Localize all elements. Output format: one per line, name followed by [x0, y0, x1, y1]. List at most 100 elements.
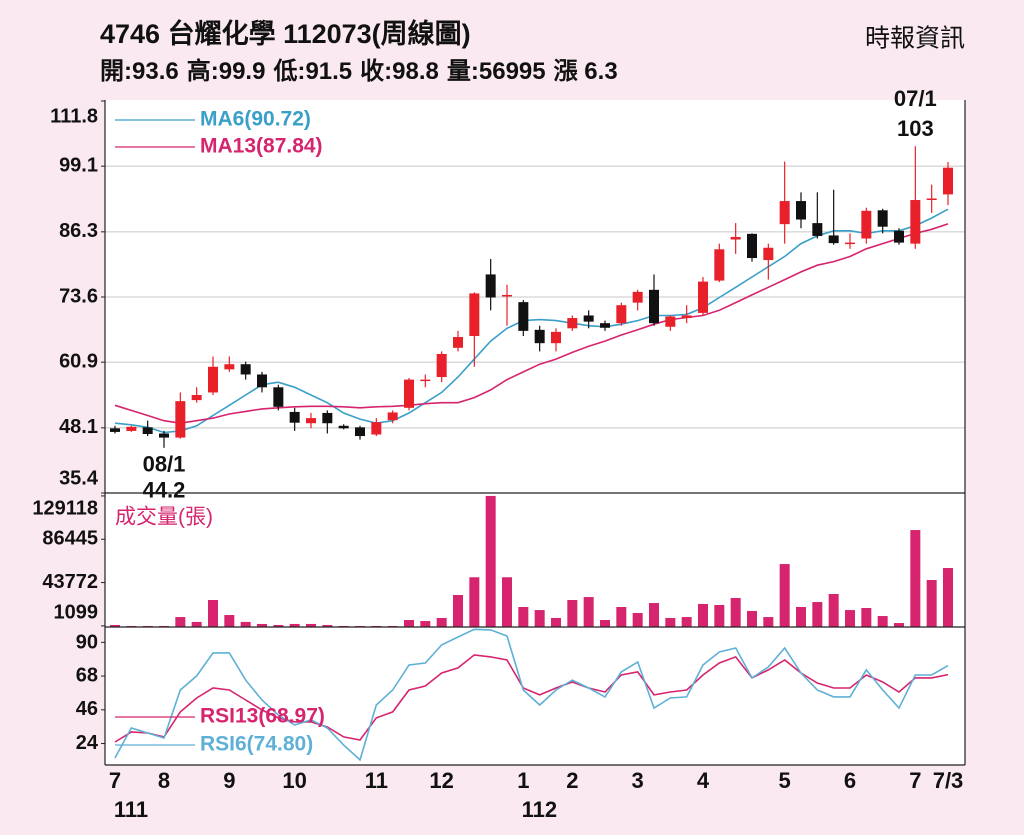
annotation-date: 08/1 [143, 452, 186, 477]
candle-body [420, 379, 431, 382]
candle-body [763, 247, 774, 261]
candle-body [534, 329, 545, 344]
y-tick-label: 43772 [42, 571, 98, 593]
candle-body [796, 201, 806, 220]
annotation-value: 103 [897, 116, 934, 141]
y-tick-label: 24 [76, 732, 99, 754]
volume-bar [681, 617, 692, 627]
volume-bar [812, 602, 823, 627]
candle-body [273, 387, 284, 407]
volume-bar [861, 608, 872, 627]
candle-body [142, 427, 153, 434]
volume-bar [208, 599, 218, 627]
candle-body [240, 364, 251, 375]
quote-label: 量: [447, 58, 479, 85]
x-tick-label: 7 [909, 768, 921, 793]
legend-label: MA13(87.84) [200, 135, 323, 158]
volume-bar [877, 616, 888, 627]
volume-bar [943, 568, 953, 627]
candle-body [714, 249, 725, 281]
volume-bar [502, 577, 512, 627]
candle-body [845, 242, 855, 245]
x-tick-label: 9 [223, 768, 235, 793]
candle-body [894, 230, 904, 243]
annotation-value: 44.2 [143, 478, 186, 503]
legend-label: RSI13(68.97) [200, 705, 325, 728]
volume-bar [110, 624, 120, 627]
x-tick-label: 4 [697, 768, 710, 793]
volume-bar [534, 610, 545, 627]
volume-bar [910, 530, 921, 627]
quote-label: 漲 [554, 58, 585, 85]
candle-body [257, 374, 267, 388]
panel-label: 成交量(張) [115, 506, 213, 529]
candle-body [289, 411, 300, 423]
volume-bar [583, 597, 594, 627]
x-tick-label: 5 [779, 768, 791, 793]
candle-body [910, 200, 921, 244]
volume-bar [747, 610, 757, 627]
candle-body [485, 274, 496, 298]
quote-label: 高: [187, 57, 219, 85]
volume-bar [273, 624, 284, 627]
x-tick-label: 12 [429, 768, 453, 793]
volume-bar [845, 610, 855, 627]
volume-bar [322, 624, 333, 627]
y-tick-label: 73.6 [59, 285, 98, 307]
volume-bar [257, 623, 267, 627]
source: 時報資訊 [865, 25, 965, 53]
x-year-label: 111 [114, 797, 148, 822]
candle-body [698, 281, 708, 313]
candle-body [616, 305, 627, 324]
candle-body [502, 294, 512, 297]
volume-bar [420, 621, 431, 627]
x-tick-label: 6 [844, 768, 856, 793]
frame [104, 100, 966, 766]
candle-body [600, 323, 610, 328]
candle-body [665, 316, 676, 327]
volume-bar [306, 623, 316, 627]
annotation-date: 07/1 [894, 86, 937, 111]
legend-label: MA6(90.72) [200, 108, 311, 131]
candle-body [518, 302, 529, 331]
candle-body [926, 198, 937, 200]
volume-bar [632, 612, 643, 627]
volume-bar [796, 607, 806, 627]
candle-body [632, 291, 643, 303]
volume-bar [730, 597, 741, 627]
candle-body [208, 366, 218, 393]
volume-bar [518, 607, 529, 627]
candle-body [159, 433, 169, 438]
y-tick-label: 111.8 [50, 105, 98, 127]
candle-body [355, 427, 365, 437]
candle-body [551, 331, 561, 344]
quote-value: 56995 [479, 58, 546, 85]
volume-bar [551, 617, 561, 627]
x-tick-label: 10 [282, 768, 306, 793]
series-line [114, 208, 949, 434]
candle-body [649, 289, 659, 324]
volume-bar [763, 617, 774, 627]
series-line [114, 654, 949, 743]
quote-label: 收: [360, 58, 392, 85]
volume-bar [175, 617, 186, 627]
quote-label: 開: [100, 58, 132, 85]
x-tick-label: 1 [517, 768, 529, 793]
volume-bar [828, 594, 839, 627]
y-tick-label: 129118 [32, 497, 98, 519]
y-tick-label: 1099 [54, 601, 99, 623]
x-tick-label: 11 [365, 768, 388, 793]
volume-bar [436, 617, 447, 627]
candle-body [681, 315, 692, 319]
y-tick-label: 86445 [42, 528, 98, 550]
volume-bar [649, 603, 659, 627]
volume-bar [404, 619, 414, 627]
x-tick-label: 2 [566, 768, 578, 793]
candle-body [453, 337, 463, 348]
candle-body [322, 412, 333, 424]
volume-bar [191, 621, 202, 627]
series-line [114, 223, 949, 425]
y-tick-label: 90 [76, 631, 98, 653]
volume-bar [926, 579, 937, 627]
volume-bar [714, 604, 725, 627]
